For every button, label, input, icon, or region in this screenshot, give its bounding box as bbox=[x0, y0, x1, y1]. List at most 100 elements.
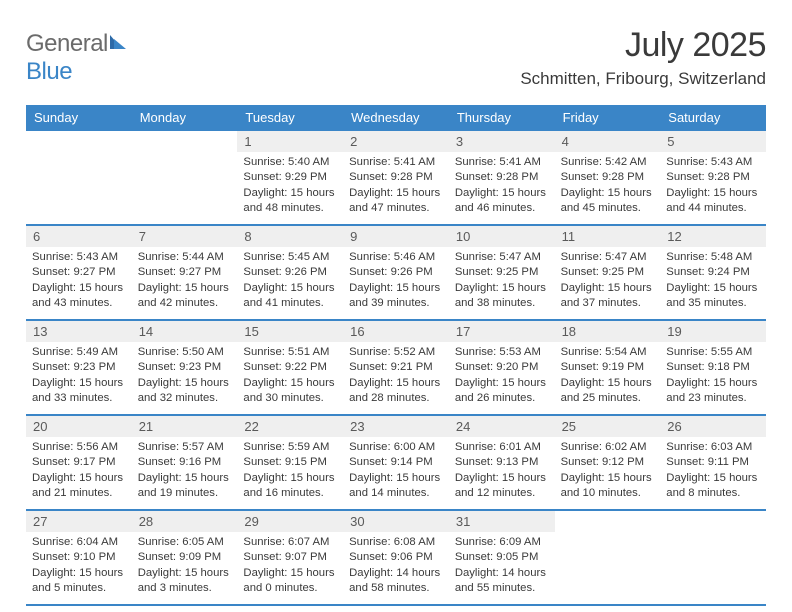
day-number: 13 bbox=[26, 321, 132, 342]
day-data: Sunrise: 6:09 AMSunset: 9:05 PMDaylight:… bbox=[449, 532, 555, 604]
calendar-row: 6Sunrise: 5:43 AMSunset: 9:27 PMDaylight… bbox=[26, 226, 766, 321]
day-data: Sunrise: 6:03 AMSunset: 9:11 PMDaylight:… bbox=[660, 437, 766, 509]
day-number: 14 bbox=[132, 321, 238, 342]
day-data: Sunrise: 6:05 AMSunset: 9:09 PMDaylight:… bbox=[132, 532, 238, 604]
sunset-text: Sunset: 9:28 PM bbox=[455, 170, 549, 185]
day-number: 11 bbox=[555, 226, 661, 247]
day-number: 16 bbox=[343, 321, 449, 342]
day-number: 17 bbox=[449, 321, 555, 342]
calendar-cell: 8Sunrise: 5:45 AMSunset: 9:26 PMDaylight… bbox=[237, 226, 343, 319]
calendar-body: 1Sunrise: 5:40 AMSunset: 9:29 PMDaylight… bbox=[26, 131, 766, 606]
day-data: Sunrise: 5:43 AMSunset: 9:28 PMDaylight:… bbox=[660, 152, 766, 224]
calendar-cell: 27Sunrise: 6:04 AMSunset: 9:10 PMDayligh… bbox=[26, 511, 132, 604]
sunrise-text: Sunrise: 5:55 AM bbox=[666, 345, 760, 360]
daylight-text: Daylight: 15 hours and 16 minutes. bbox=[243, 471, 337, 502]
calendar-cell: 17Sunrise: 5:53 AMSunset: 9:20 PMDayligh… bbox=[449, 321, 555, 414]
day-data: Sunrise: 5:44 AMSunset: 9:27 PMDaylight:… bbox=[132, 247, 238, 319]
sunset-text: Sunset: 9:06 PM bbox=[349, 550, 443, 565]
sunrise-text: Sunrise: 6:08 AM bbox=[349, 535, 443, 550]
sunset-text: Sunset: 9:20 PM bbox=[455, 360, 549, 375]
calendar-cell-empty bbox=[660, 511, 766, 604]
day-data: Sunrise: 5:48 AMSunset: 9:24 PMDaylight:… bbox=[660, 247, 766, 319]
weekday-header: Monday bbox=[132, 105, 238, 131]
sunset-text: Sunset: 9:13 PM bbox=[455, 455, 549, 470]
calendar-row: 1Sunrise: 5:40 AMSunset: 9:29 PMDaylight… bbox=[26, 131, 766, 226]
daylight-text: Daylight: 15 hours and 28 minutes. bbox=[349, 376, 443, 407]
calendar-cell: 19Sunrise: 5:55 AMSunset: 9:18 PMDayligh… bbox=[660, 321, 766, 414]
calendar-cell: 20Sunrise: 5:56 AMSunset: 9:17 PMDayligh… bbox=[26, 416, 132, 509]
daylight-text: Daylight: 15 hours and 39 minutes. bbox=[349, 281, 443, 312]
day-data: Sunrise: 6:00 AMSunset: 9:14 PMDaylight:… bbox=[343, 437, 449, 509]
daylight-text: Daylight: 15 hours and 41 minutes. bbox=[243, 281, 337, 312]
sunrise-text: Sunrise: 6:04 AM bbox=[32, 535, 126, 550]
daylight-text: Daylight: 15 hours and 33 minutes. bbox=[32, 376, 126, 407]
day-number: 2 bbox=[343, 131, 449, 152]
day-number: 9 bbox=[343, 226, 449, 247]
weekday-header: Sunday bbox=[26, 105, 132, 131]
sunset-text: Sunset: 9:26 PM bbox=[243, 265, 337, 280]
weekday-header: Thursday bbox=[449, 105, 555, 131]
sunset-text: Sunset: 9:19 PM bbox=[561, 360, 655, 375]
sunrise-text: Sunrise: 5:42 AM bbox=[561, 155, 655, 170]
daylight-text: Daylight: 15 hours and 43 minutes. bbox=[32, 281, 126, 312]
calendar-cell: 21Sunrise: 5:57 AMSunset: 9:16 PMDayligh… bbox=[132, 416, 238, 509]
daylight-text: Daylight: 15 hours and 5 minutes. bbox=[32, 566, 126, 597]
sunrise-text: Sunrise: 5:54 AM bbox=[561, 345, 655, 360]
sunset-text: Sunset: 9:27 PM bbox=[32, 265, 126, 280]
calendar-cell: 5Sunrise: 5:43 AMSunset: 9:28 PMDaylight… bbox=[660, 131, 766, 224]
daylight-text: Daylight: 15 hours and 8 minutes. bbox=[666, 471, 760, 502]
day-data: Sunrise: 6:07 AMSunset: 9:07 PMDaylight:… bbox=[237, 532, 343, 604]
daylight-text: Daylight: 15 hours and 19 minutes. bbox=[138, 471, 232, 502]
sunrise-text: Sunrise: 5:47 AM bbox=[455, 250, 549, 265]
daylight-text: Daylight: 15 hours and 0 minutes. bbox=[243, 566, 337, 597]
day-data: Sunrise: 5:43 AMSunset: 9:27 PMDaylight:… bbox=[26, 247, 132, 319]
sunset-text: Sunset: 9:12 PM bbox=[561, 455, 655, 470]
sunset-text: Sunset: 9:26 PM bbox=[349, 265, 443, 280]
page-header: General Blue July 2025 Schmitten, Fribou… bbox=[26, 26, 766, 89]
calendar-cell: 4Sunrise: 5:42 AMSunset: 9:28 PMDaylight… bbox=[555, 131, 661, 224]
brand-logo: General Blue bbox=[26, 26, 130, 86]
sunrise-text: Sunrise: 5:48 AM bbox=[666, 250, 760, 265]
calendar-cell: 12Sunrise: 5:48 AMSunset: 9:24 PMDayligh… bbox=[660, 226, 766, 319]
daylight-text: Daylight: 15 hours and 32 minutes. bbox=[138, 376, 232, 407]
daylight-text: Daylight: 15 hours and 26 minutes. bbox=[455, 376, 549, 407]
calendar-cell: 18Sunrise: 5:54 AMSunset: 9:19 PMDayligh… bbox=[555, 321, 661, 414]
day-data: Sunrise: 5:45 AMSunset: 9:26 PMDaylight:… bbox=[237, 247, 343, 319]
day-data: Sunrise: 6:01 AMSunset: 9:13 PMDaylight:… bbox=[449, 437, 555, 509]
calendar-cell: 26Sunrise: 6:03 AMSunset: 9:11 PMDayligh… bbox=[660, 416, 766, 509]
location-subtitle: Schmitten, Fribourg, Switzerland bbox=[520, 69, 766, 89]
calendar-page: General Blue July 2025 Schmitten, Fribou… bbox=[0, 0, 792, 606]
day-number: 31 bbox=[449, 511, 555, 532]
day-number: 23 bbox=[343, 416, 449, 437]
sunrise-text: Sunrise: 6:05 AM bbox=[138, 535, 232, 550]
day-number: 20 bbox=[26, 416, 132, 437]
sunset-text: Sunset: 9:07 PM bbox=[243, 550, 337, 565]
day-data: Sunrise: 6:04 AMSunset: 9:10 PMDaylight:… bbox=[26, 532, 132, 604]
weekday-header: Saturday bbox=[660, 105, 766, 131]
daylight-text: Daylight: 15 hours and 44 minutes. bbox=[666, 186, 760, 217]
sunset-text: Sunset: 9:25 PM bbox=[561, 265, 655, 280]
day-data: Sunrise: 5:53 AMSunset: 9:20 PMDaylight:… bbox=[449, 342, 555, 414]
calendar-cell: 30Sunrise: 6:08 AMSunset: 9:06 PMDayligh… bbox=[343, 511, 449, 604]
calendar-row: 20Sunrise: 5:56 AMSunset: 9:17 PMDayligh… bbox=[26, 416, 766, 511]
weekday-header: Tuesday bbox=[237, 105, 343, 131]
sunset-text: Sunset: 9:15 PM bbox=[243, 455, 337, 470]
sunrise-text: Sunrise: 5:41 AM bbox=[455, 155, 549, 170]
day-data: Sunrise: 5:51 AMSunset: 9:22 PMDaylight:… bbox=[237, 342, 343, 414]
logo-sail-icon bbox=[108, 33, 130, 56]
sunset-text: Sunset: 9:10 PM bbox=[32, 550, 126, 565]
daylight-text: Daylight: 15 hours and 23 minutes. bbox=[666, 376, 760, 407]
weekday-header-row: Sunday Monday Tuesday Wednesday Thursday… bbox=[26, 105, 766, 131]
calendar-cell: 15Sunrise: 5:51 AMSunset: 9:22 PMDayligh… bbox=[237, 321, 343, 414]
calendar-cell: 2Sunrise: 5:41 AMSunset: 9:28 PMDaylight… bbox=[343, 131, 449, 224]
day-data: Sunrise: 5:41 AMSunset: 9:28 PMDaylight:… bbox=[449, 152, 555, 224]
day-number: 26 bbox=[660, 416, 766, 437]
calendar-cell: 22Sunrise: 5:59 AMSunset: 9:15 PMDayligh… bbox=[237, 416, 343, 509]
daylight-text: Daylight: 14 hours and 55 minutes. bbox=[455, 566, 549, 597]
sunrise-text: Sunrise: 5:51 AM bbox=[243, 345, 337, 360]
sunrise-text: Sunrise: 5:43 AM bbox=[32, 250, 126, 265]
brand-word2: Blue bbox=[26, 58, 72, 85]
sunrise-text: Sunrise: 5:43 AM bbox=[666, 155, 760, 170]
calendar-cell: 6Sunrise: 5:43 AMSunset: 9:27 PMDaylight… bbox=[26, 226, 132, 319]
calendar-cell-empty bbox=[555, 511, 661, 604]
